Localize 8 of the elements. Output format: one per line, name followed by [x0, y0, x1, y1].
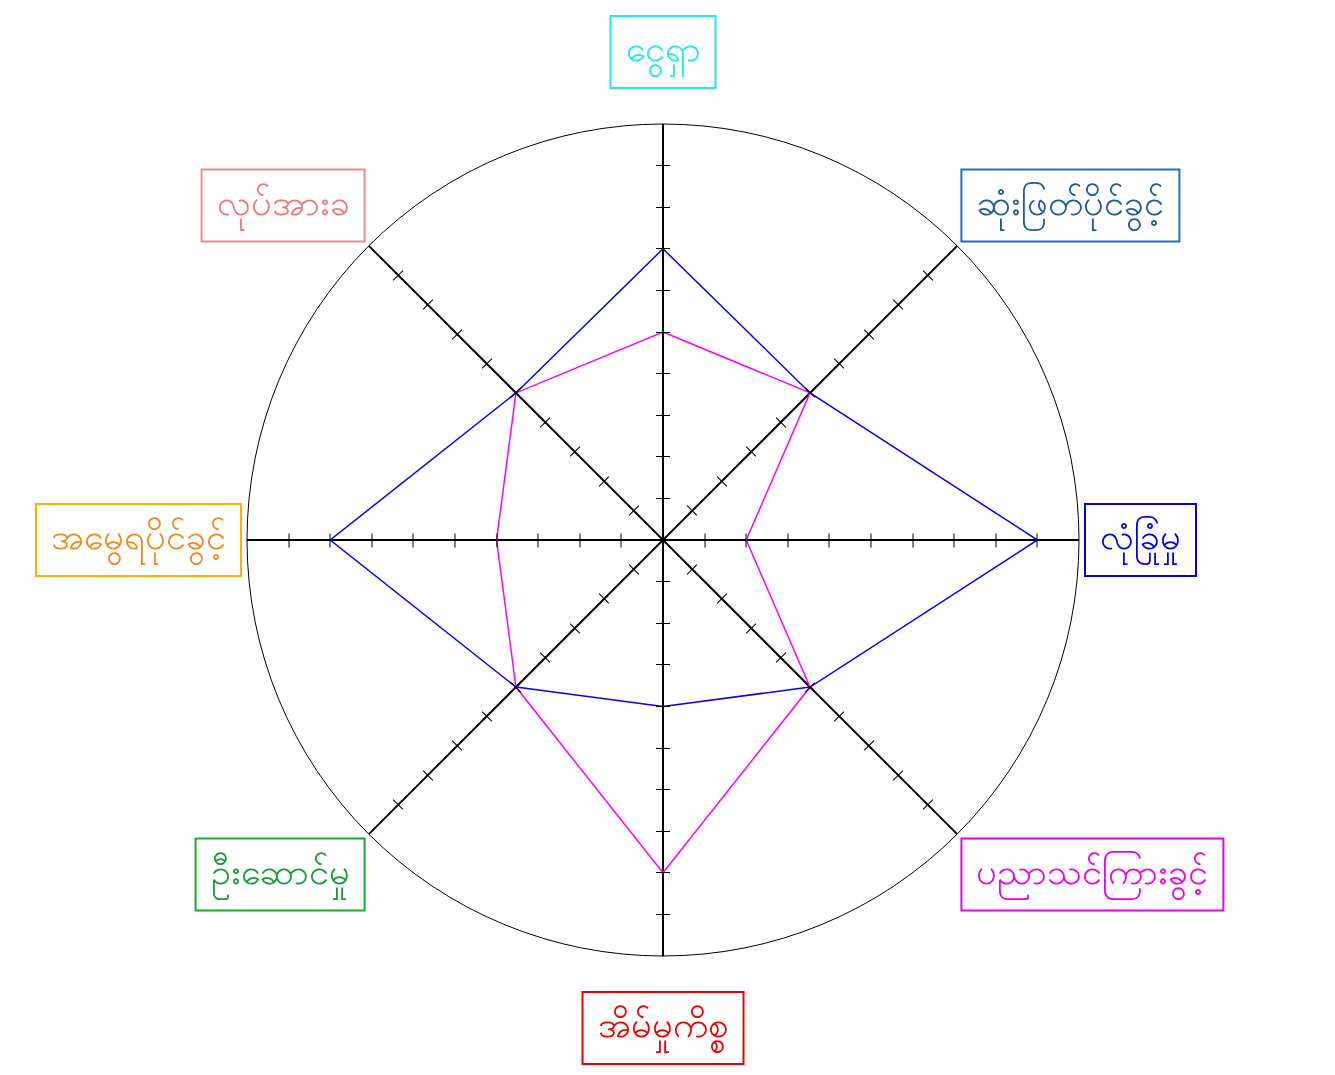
spoke-label: အမွေရပိုင်ခွင့် — [51, 516, 226, 566]
spoke-label: ဦးဆောင်မှု — [210, 850, 350, 900]
spoke-label: ပညာသင်ကြားခွင့် — [976, 850, 1209, 900]
spoke-label: လုပ်အားခ — [216, 181, 350, 231]
spoke-label: အိမ်မှုကိစ္စ — [597, 1004, 729, 1054]
spoke-label: လုံခြုံမှု — [1100, 516, 1181, 566]
spoke-label: ငွေရှာ — [625, 28, 701, 78]
spoke-label: ဆုံးဖြတ်ပိုင်ခွင့် — [976, 181, 1165, 231]
